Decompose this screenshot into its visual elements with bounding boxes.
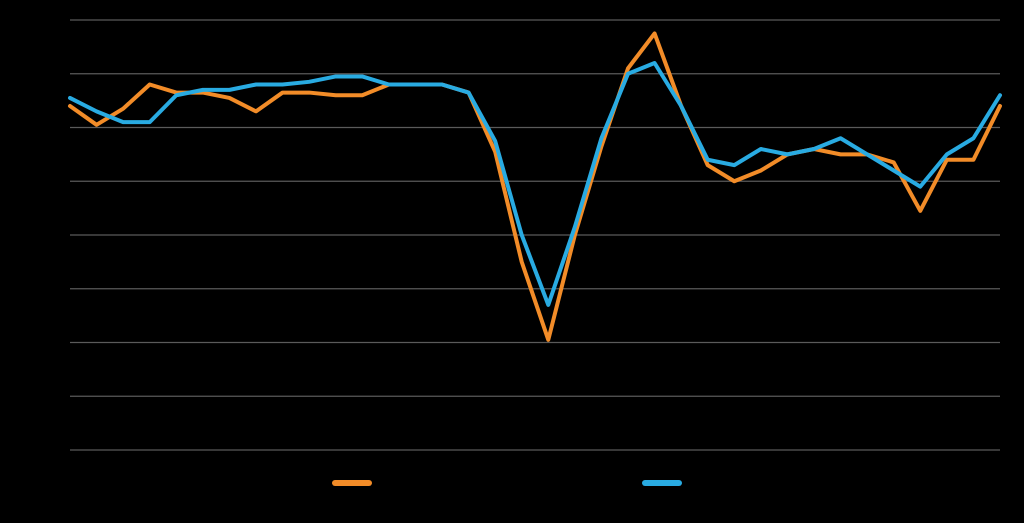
chart-legend [0,480,1024,486]
series-line-series-b [70,63,1000,305]
legend-item-series-b [642,480,692,486]
series-line-series-a [70,33,1000,339]
line-chart [0,0,1024,523]
legend-swatch [642,480,682,486]
chart-canvas [0,0,1024,523]
legend-item-series-a [332,480,382,486]
legend-swatch [332,480,372,486]
